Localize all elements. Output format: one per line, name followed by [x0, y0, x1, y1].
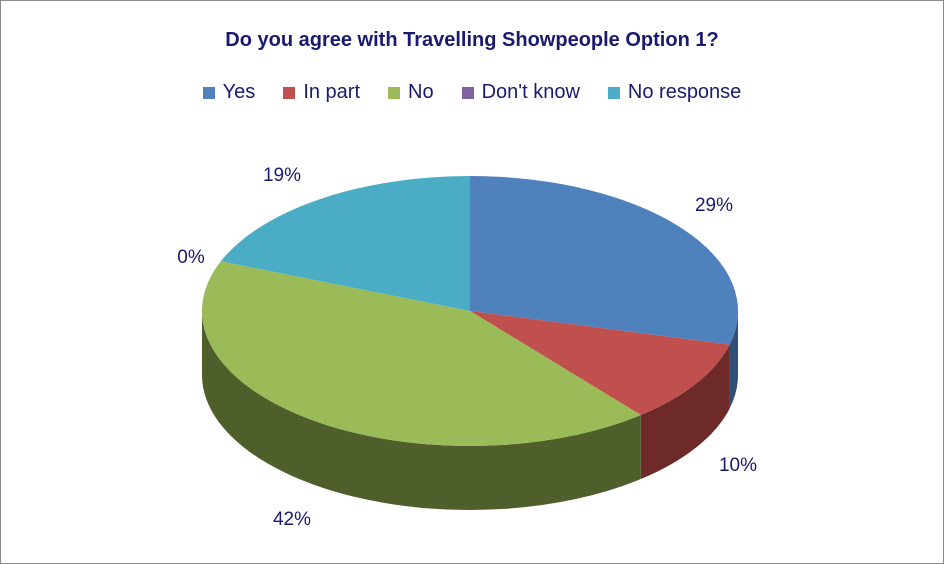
pie-tops — [202, 175, 738, 446]
legend-swatch-dont-know — [461, 86, 474, 99]
pie-side-yes — [729, 311, 738, 409]
legend-label-no: No — [408, 81, 434, 103]
legend-label-no-response: No response — [627, 81, 742, 103]
chart-title: Do you agree with Travelling Showpeople … — [225, 29, 719, 51]
pie-slice-no-response — [220, 175, 470, 311]
legend-swatch-no-response — [607, 86, 620, 99]
legend-item-no-response: No response — [607, 81, 742, 104]
pie-slice-in-part — [470, 311, 730, 416]
legend-swatch-in-part — [283, 86, 296, 99]
legend-item-dont-know: Don't know — [461, 81, 580, 104]
data-label-yes: 29% — [695, 195, 733, 216]
pie-labels: 29% 10% 42% 0% 19% — [177, 165, 757, 530]
pie-side-in-part — [640, 344, 730, 480]
legend-label-dont-know: Don't know — [481, 81, 580, 103]
data-label-in-part: 10% — [719, 455, 757, 476]
legend-item-yes: Yes — [202, 81, 256, 104]
pie-slice-no — [202, 261, 641, 446]
legend-label-yes: Yes — [222, 81, 256, 103]
pie-slice-yes — [470, 176, 738, 345]
legend-label-in-part: In part — [303, 81, 361, 103]
legend-swatch-no — [388, 86, 401, 99]
pie-sides — [202, 311, 738, 510]
pie-side-no — [202, 311, 641, 510]
legend: Yes In part No Don't know No response — [1, 81, 943, 104]
legend-item-in-part: In part — [283, 81, 360, 104]
data-label-no-response: 19% — [263, 165, 301, 186]
legend-swatch-yes — [202, 86, 215, 99]
data-label-no: 42% — [273, 509, 311, 530]
legend-item-no: No — [388, 81, 434, 104]
data-label-don-t-know: 0% — [177, 247, 205, 268]
